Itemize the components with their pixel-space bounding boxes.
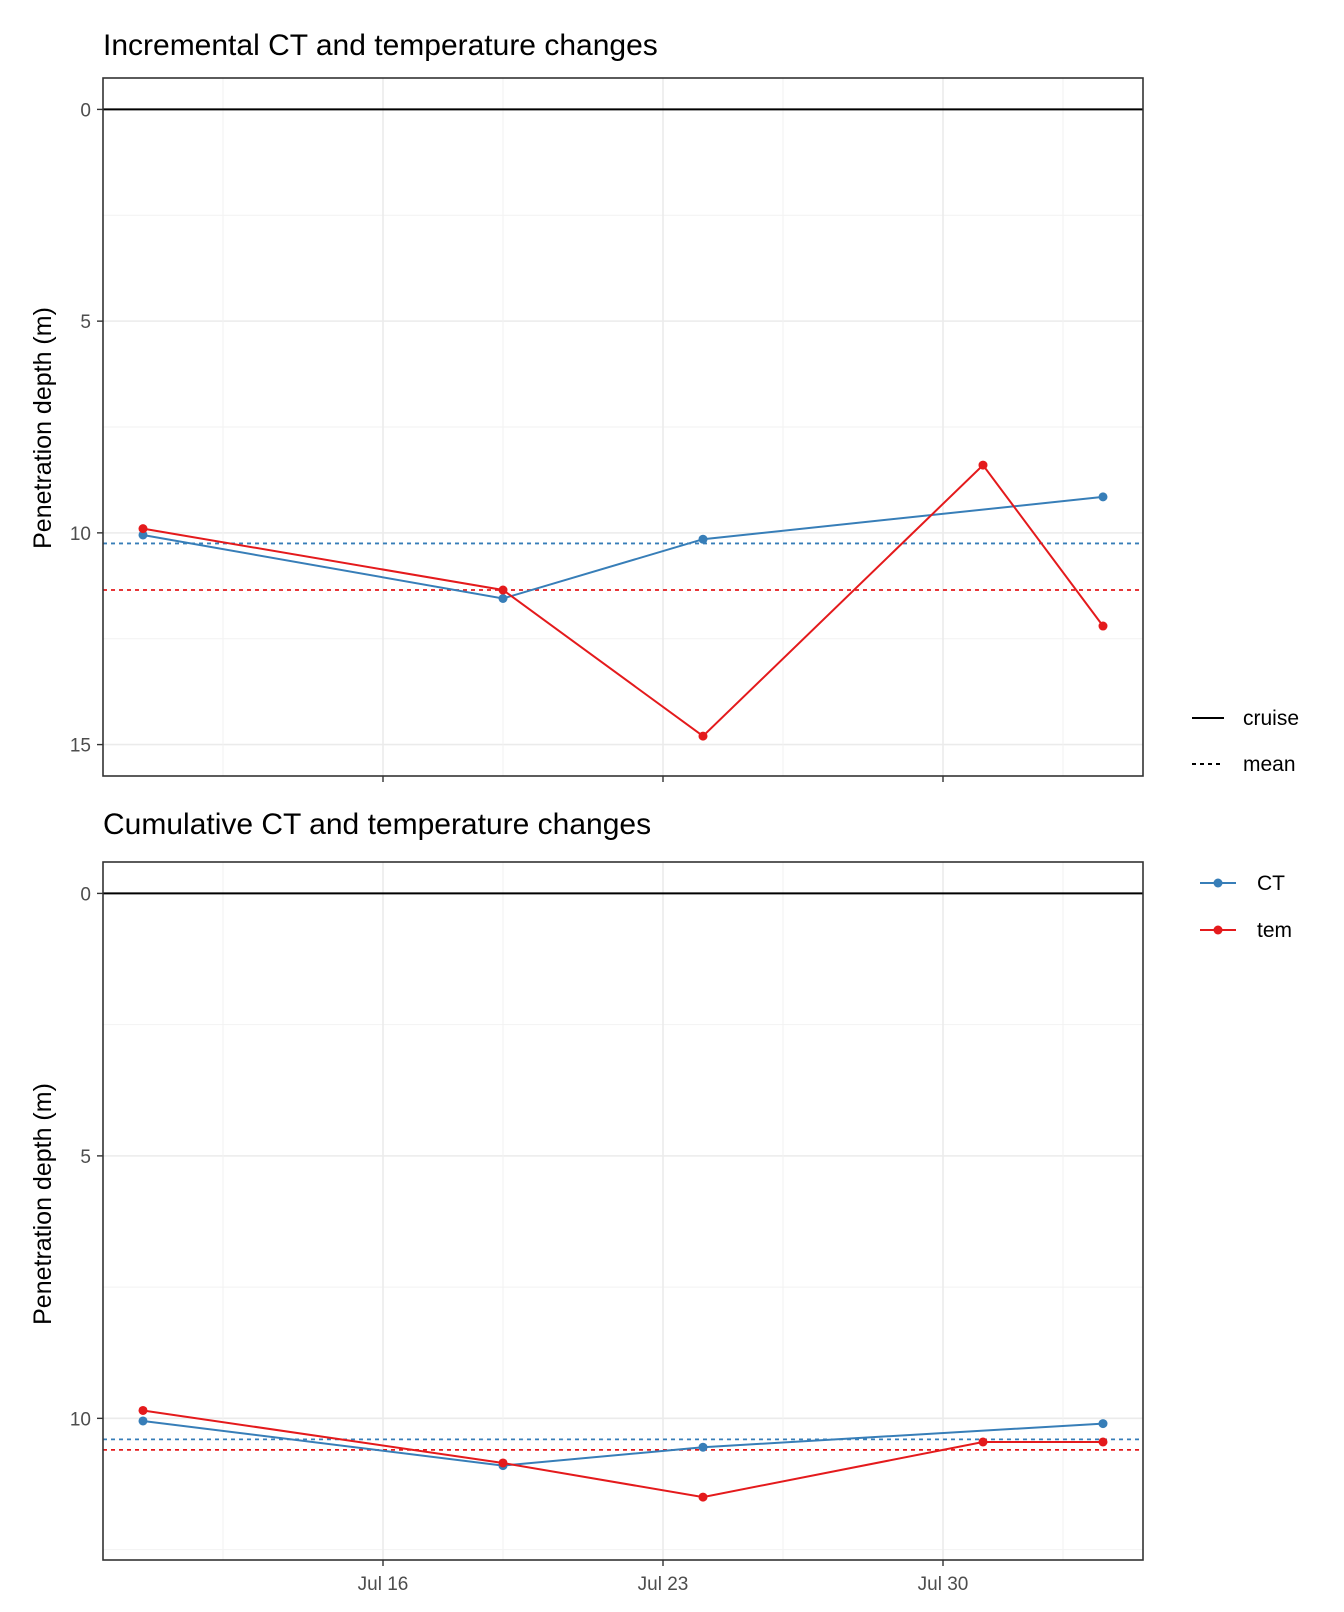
data-point-tem [138, 524, 148, 534]
y-tick-label: 15 [70, 736, 91, 757]
data-point-ct [138, 530, 148, 540]
panel-incremental: Incremental CT and temperature changes P… [29, 29, 1144, 782]
data-point-tem [1098, 621, 1108, 631]
y-tick-label: 5 [80, 312, 91, 333]
data-point-ct [698, 534, 708, 544]
y-tick-label: 10 [70, 1409, 91, 1430]
data-point-tem [698, 731, 708, 741]
legend-item-tem: tem [1200, 919, 1292, 942]
panel-title: Incremental CT and temperature changes [103, 29, 658, 62]
series-line-ct [142, 495, 1104, 600]
legend-label: tem [1257, 919, 1292, 942]
data-point-tem [978, 460, 988, 470]
legend-label: mean [1243, 753, 1296, 776]
y-tick-label: 0 [80, 100, 91, 121]
data-point-ct [498, 593, 508, 603]
legend-series: CT tem [1200, 872, 1292, 942]
data-point-ct [1098, 1419, 1108, 1429]
data-point-tem [1098, 1437, 1108, 1447]
x-tick-label: Jul 23 [638, 1574, 689, 1595]
y-axis-label: Penetration depth (m) [29, 307, 57, 549]
x-tick-label: Jul 16 [358, 1574, 409, 1595]
panel-border [102, 861, 1144, 1561]
legend-item-cruise: cruise [1192, 707, 1299, 730]
data-point-ct [698, 1442, 708, 1452]
legend-linetype: cruise mean [1192, 707, 1299, 776]
legend-key-point [1213, 878, 1223, 888]
data-point-tem [698, 1492, 708, 1502]
data-point-ct [1098, 492, 1108, 502]
data-point-tem [138, 1405, 148, 1415]
legend-key-point [1213, 925, 1223, 935]
panel-cumulative: Cumulative CT and temperature changes Pe… [29, 808, 1144, 1595]
y-tick-label: 5 [80, 1147, 91, 1168]
plot-area: 0 5 10 15 [70, 77, 1144, 782]
panel-title: Cumulative CT and temperature changes [103, 808, 651, 841]
legend-label: CT [1257, 872, 1285, 895]
data-point-tem [498, 1458, 508, 1468]
y-axis-label: Penetration depth (m) [29, 1083, 57, 1325]
legend-item-ct: CT [1200, 872, 1285, 895]
data-point-ct [138, 1416, 148, 1426]
plot-area: 0 5 10 Jul 16 Jul 23 Jul 30 [70, 861, 1144, 1595]
data-point-tem [498, 585, 508, 595]
y-tick-label: 10 [70, 524, 91, 545]
series-line-ct [142, 1420, 1104, 1467]
panel-border [102, 77, 1144, 777]
data-point-tem [978, 1437, 988, 1447]
x-tick-label: Jul 30 [918, 1574, 969, 1595]
y-tick-label: 0 [80, 884, 91, 905]
legend-label: cruise [1243, 707, 1299, 730]
legend-item-mean: mean [1192, 753, 1296, 776]
